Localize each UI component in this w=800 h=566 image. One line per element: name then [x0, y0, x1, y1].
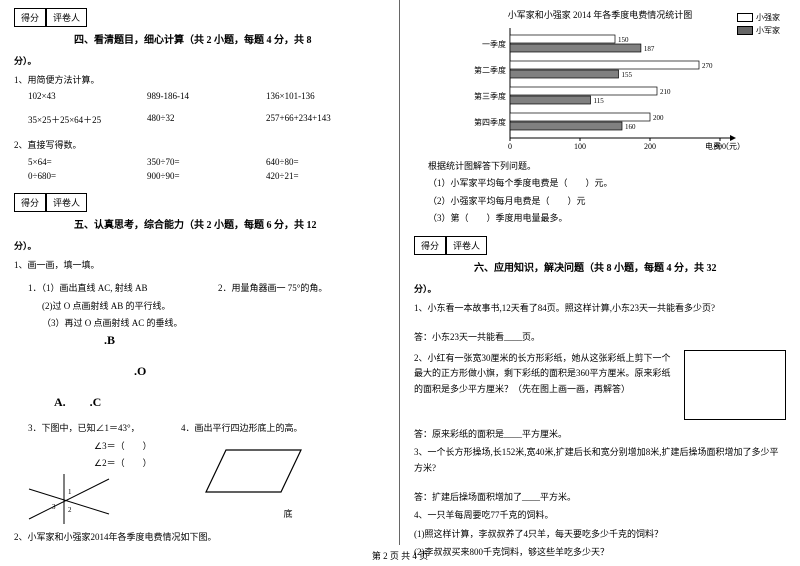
grader-label: 评卷人 — [46, 8, 87, 27]
svg-text:100: 100 — [574, 142, 586, 151]
grader-label: 评卷人 — [46, 193, 87, 212]
p1-1: 1．（1）画出直线 AC, 射线 AB — [28, 281, 218, 295]
legend-strong: 小强家 — [756, 12, 780, 23]
calc: 420÷21= — [266, 171, 385, 181]
svg-text:1: 1 — [68, 488, 72, 496]
section-4-title: 四、看清题目，细心计算（共 2 小题，每题 4 分，共 8 — [74, 31, 385, 46]
point-ac: A. .C — [54, 395, 385, 410]
calc-row-2: 35×25＋25×64＋25 480÷32 257+66+234+143 — [14, 113, 385, 126]
a4: 4、一只羊每周要吃77千克的饲料。 — [414, 508, 786, 523]
legend-box-strong — [737, 13, 753, 22]
p2: 2、小军家和小强家2014年各季度电费情况如下图。 — [14, 530, 385, 544]
a1: 1、小东看一本故事书,12天看了84页。照这样计算,小东23天一共能看多少页? — [414, 301, 786, 316]
svg-text:0: 0 — [508, 142, 512, 151]
p1-2: (2)过 O 点画射线 AB 的平行线。 — [42, 299, 218, 313]
svg-text:2: 2 — [68, 506, 72, 514]
a2ans: 答：原来彩纸的面积是____平方厘米。 — [414, 427, 786, 442]
cq3: （3）第（ ）季度用电量最多。 — [428, 211, 786, 225]
cq2: （2）小强家平均每月电费是（ ）元 — [428, 194, 786, 208]
section-4-title2: 分）。 — [14, 54, 385, 67]
legend-army: 小军家 — [756, 25, 780, 36]
section-5-title: 五、认真思考，综合能力（共 2 小题，每题 6 分，共 12 — [74, 216, 385, 231]
section-5-title2: 分）。 — [14, 239, 385, 252]
svg-text:200: 200 — [644, 142, 656, 151]
score-label: 得分 — [14, 8, 46, 27]
svg-text:第四季度: 第四季度 — [474, 117, 506, 127]
calc: 102×43 — [28, 91, 147, 101]
direct-row-2: 0÷680= 900÷90= 420÷21= — [14, 171, 385, 181]
svg-text:150: 150 — [618, 36, 629, 44]
score-box-4: 得分 评卷人 — [14, 8, 385, 27]
q1: 1、用简便方法计算。 — [14, 73, 385, 87]
answer-box — [684, 350, 786, 420]
p1-1r: 2．用量角器画一 75°的角。 — [218, 281, 385, 295]
point-b: .B — [104, 333, 385, 348]
calc: 640÷80= — [266, 157, 385, 167]
q2: 2、直接写得数。 — [14, 138, 385, 152]
ang3: ∠3＝（ ） — [94, 439, 181, 453]
calc-row-1: 102×43 989-186-14 136×101-136 — [14, 91, 385, 101]
a4-1: (1)照这样计算，李叔叔养了4只羊，每天要吃多少千克的饲料？ — [414, 527, 786, 542]
angle-figure: 3 1 2 — [24, 474, 114, 524]
svg-text:160: 160 — [625, 123, 636, 131]
p3: 3．下图中，已知∠1＝43°， — [28, 421, 181, 435]
a3: 3、一个长方形操场,长152米,宽40米,扩建后长和宽分别增加8米,扩建后操场面… — [414, 445, 786, 476]
a3ans: 答：扩建后操场面积增加了____平方米。 — [414, 490, 786, 505]
p3r: 4．画出平行四边形底上的高。 — [181, 421, 385, 435]
calc: 989-186-14 — [147, 91, 266, 101]
bar-chart: 0100200300电费（元）150187一季度270155第二季度210115… — [460, 23, 740, 153]
svg-text:270: 270 — [702, 62, 713, 70]
calc: 257+66+234+143 — [266, 113, 385, 126]
legend-box-army — [737, 26, 753, 35]
score-box-6: 得分 评卷人 — [414, 236, 786, 255]
calc: 480÷32 — [147, 113, 266, 126]
section-6-title2: 分）。 — [414, 282, 786, 295]
calc: 35×25＋25×64＋25 — [28, 113, 147, 126]
svg-text:3: 3 — [52, 503, 56, 511]
score-label: 得分 — [14, 193, 46, 212]
svg-text:一季度: 一季度 — [482, 39, 506, 49]
calc: 0÷680= — [28, 171, 147, 181]
svg-text:第三季度: 第三季度 — [474, 91, 506, 101]
svg-text:115: 115 — [594, 97, 605, 105]
cq1: （1）小军家平均每个季度电费是（ ）元。 — [428, 176, 786, 190]
p1: 1、画一画，填一填。 — [14, 258, 385, 272]
cq: 根据统计图解答下列问题。 — [428, 159, 786, 173]
chart-legend: 小强家 小军家 — [737, 12, 780, 38]
svg-text:第二季度: 第二季度 — [474, 65, 506, 75]
calc: 5×64= — [28, 157, 147, 167]
grader-label: 评卷人 — [446, 236, 487, 255]
bottom-label: 底 — [191, 507, 385, 520]
calc: 900÷90= — [147, 171, 266, 181]
calc: 136×101-136 — [266, 91, 385, 101]
score-label: 得分 — [414, 236, 446, 255]
chart-title: 小军家和小强家 2014 年各季度电费情况统计图 — [414, 8, 786, 21]
point-o: .O — [134, 364, 385, 379]
ang2: ∠2＝（ ） — [94, 456, 181, 470]
svg-text:187: 187 — [644, 45, 655, 53]
parallelogram-figure — [201, 442, 311, 507]
svg-text:200: 200 — [653, 114, 664, 122]
svg-text:210: 210 — [660, 88, 671, 96]
calc: 350÷70= — [147, 157, 266, 167]
svg-text:155: 155 — [622, 71, 633, 79]
direct-row-1: 5×64= 350÷70= 640÷80= — [14, 157, 385, 167]
p1-3: （3）再过 O 点画射线 AC 的垂线。 — [42, 316, 218, 330]
a4-2: (2)李叔叔买来800千克饲料，够这些羊吃多少天？ — [414, 545, 786, 560]
section-6-title: 六、应用知识，解决问题（共 8 小题，每题 4 分，共 32 — [474, 259, 786, 274]
svg-text:电费（元）: 电费（元） — [705, 141, 740, 151]
score-box-5: 得分 评卷人 — [14, 193, 385, 212]
a1ans: 答：小东23天一共能看____页。 — [414, 330, 786, 345]
